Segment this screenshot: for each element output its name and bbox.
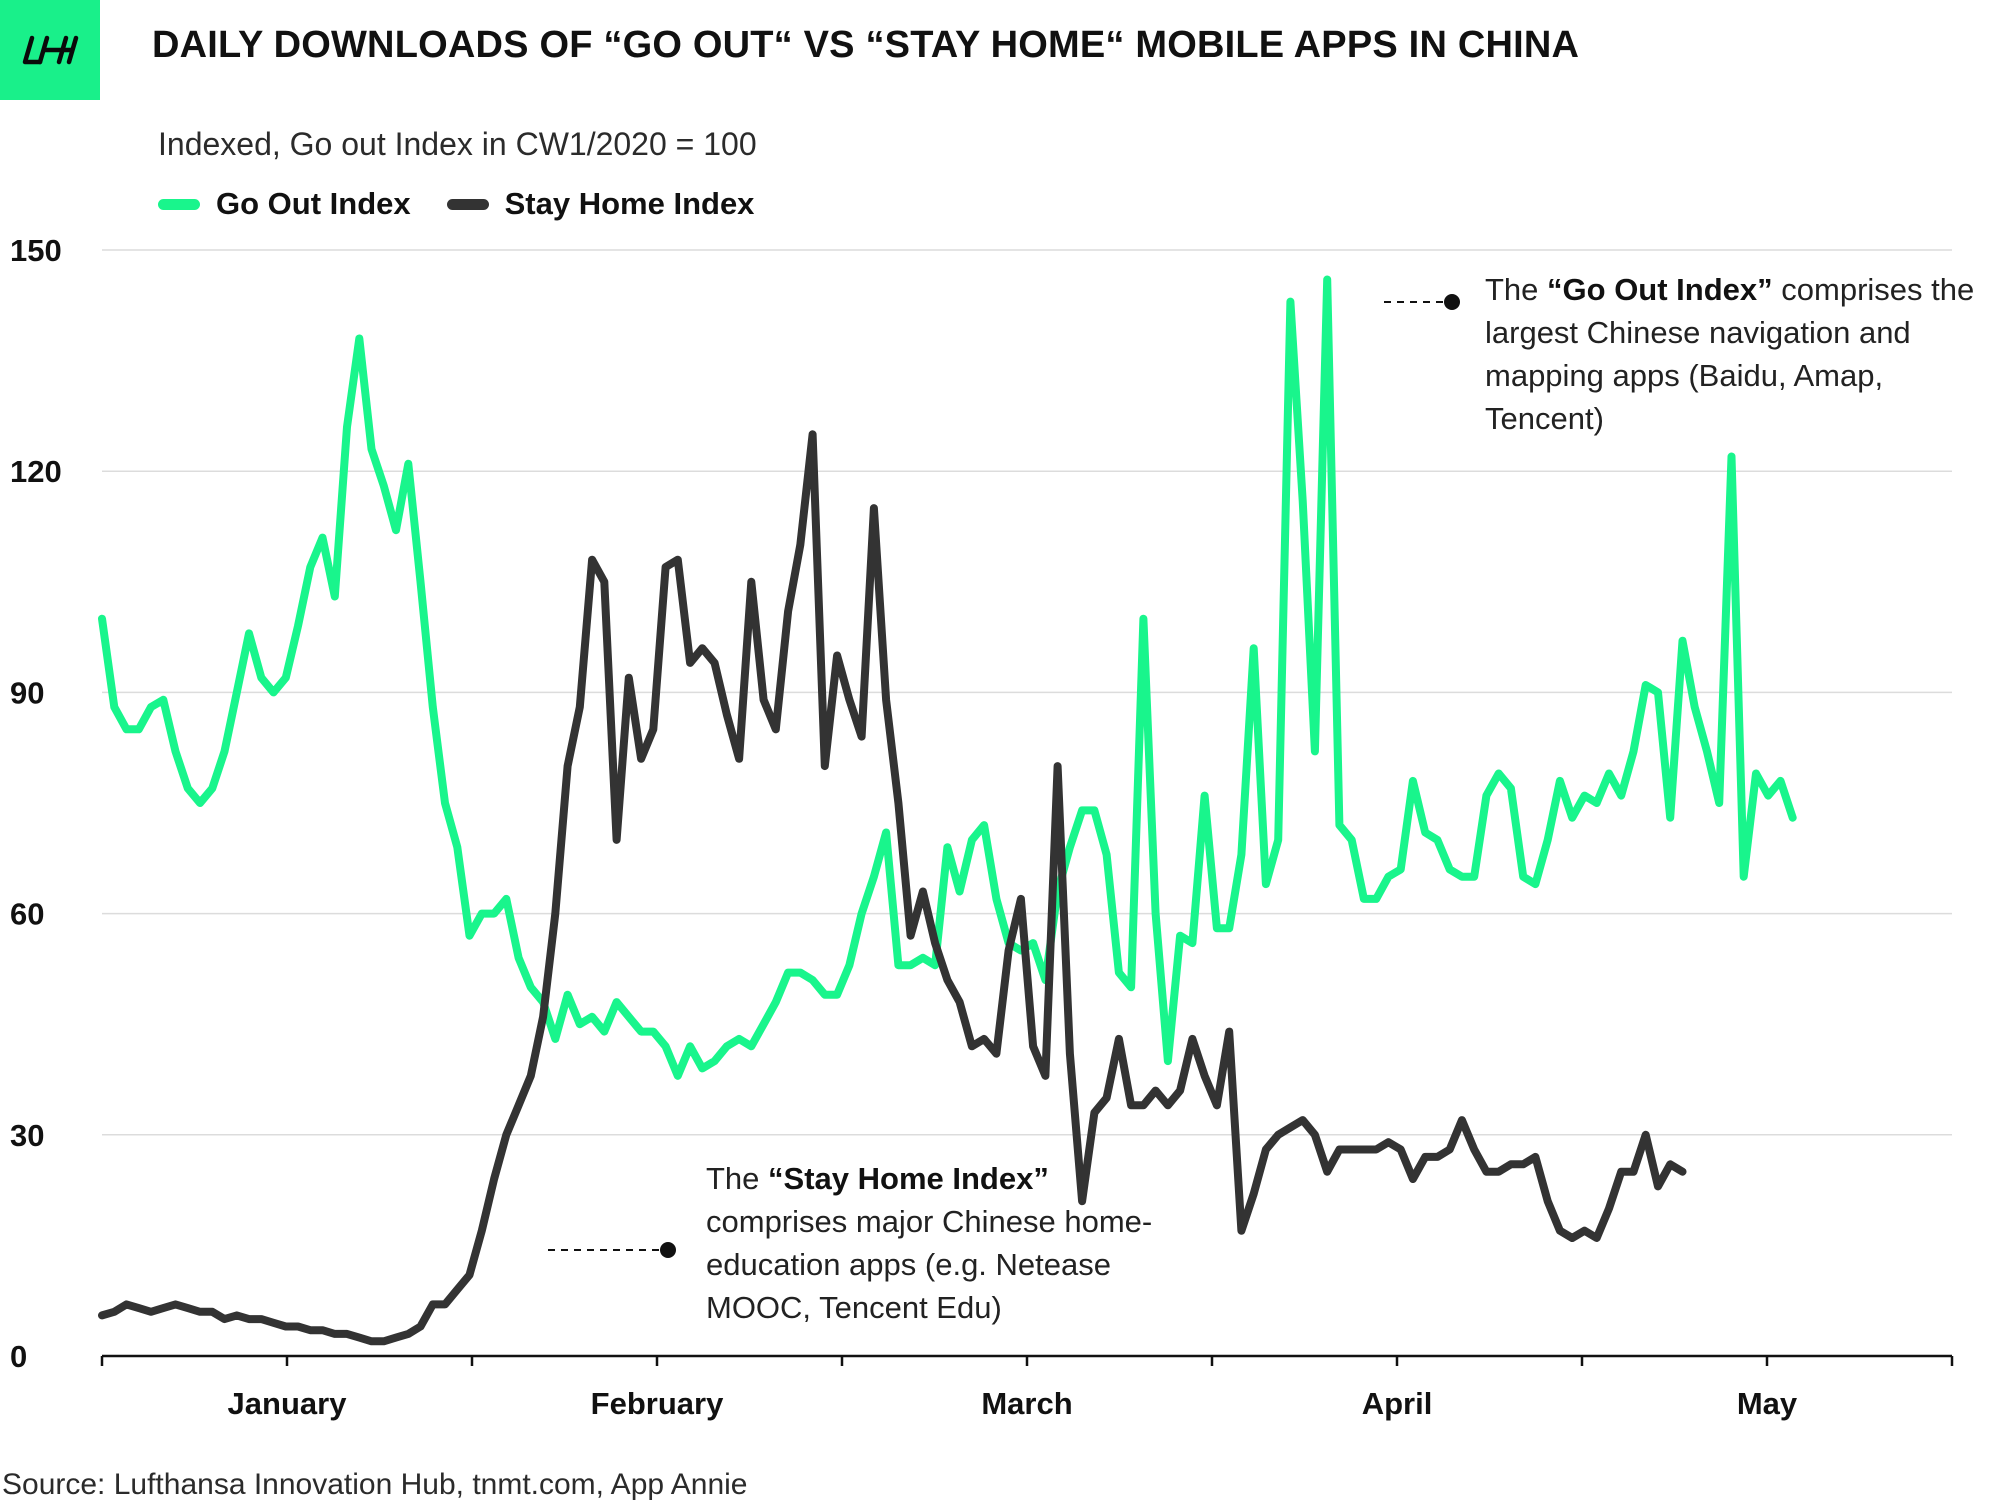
legend-swatch-go-out bbox=[158, 198, 200, 210]
y-tick-label-150: 150 bbox=[10, 233, 62, 268]
series-line-go-out-index bbox=[98, 275, 1797, 1080]
legend-item-go-out: Go Out Index bbox=[158, 186, 411, 222]
legend-label-go-out: Go Out Index bbox=[216, 186, 411, 221]
lufthansa-innovation-hub-logo bbox=[0, 0, 100, 100]
x-tick-label-april: April bbox=[1362, 1386, 1433, 1421]
y-tick-label-90: 90 bbox=[10, 675, 44, 710]
stay-home-annotation-text: comprises major Chinese home-education a… bbox=[706, 1204, 1153, 1325]
logo-icon bbox=[22, 35, 79, 65]
y-tick-label-0: 0 bbox=[10, 1339, 27, 1374]
annotation-callouts bbox=[548, 294, 1460, 1258]
x-axis bbox=[100, 1354, 1954, 1366]
go-out-annotation-text: comprises the largest Chinese navigation… bbox=[1485, 272, 1975, 436]
chart-title: DAILY DOWNLOADS OF “GO OUT“ VS “STAY HOM… bbox=[152, 24, 1580, 66]
x-tick-label-february: February bbox=[591, 1386, 724, 1421]
legend-swatch-stay-home bbox=[446, 198, 489, 210]
go-out-annotation-prefix: The bbox=[1485, 272, 1548, 307]
x-tick-label-march: March bbox=[981, 1386, 1072, 1421]
series-line-stay-home-index bbox=[98, 430, 1687, 1346]
go-out-callout-dot bbox=[1444, 294, 1460, 310]
x-axis-tick-labels: January February March April May bbox=[228, 1386, 1798, 1421]
x-tick-label-january: January bbox=[228, 1386, 348, 1421]
legend: Go Out Index Stay Home Index bbox=[158, 186, 790, 222]
stay-home-annotation-prefix: The bbox=[706, 1161, 769, 1196]
go-out-annotation: The “Go Out Index” comprises the largest… bbox=[1485, 268, 1985, 440]
stay-home-annotation-bold: “Stay Home Index” bbox=[768, 1161, 1049, 1196]
y-tick-label-120: 120 bbox=[10, 454, 62, 489]
source-note: Source: Lufthansa Innovation Hub, tnmt.c… bbox=[2, 1468, 748, 1501]
stay-home-annotation: The “Stay Home Index” comprises major Ch… bbox=[706, 1157, 1176, 1329]
legend-item-stay-home: Stay Home Index bbox=[446, 186, 755, 222]
y-axis-tick-labels: 0 30 60 90 120 150 bbox=[10, 233, 62, 1374]
legend-label-stay-home: Stay Home Index bbox=[504, 186, 755, 221]
y-tick-label-60: 60 bbox=[10, 897, 44, 932]
stay-home-callout-dot bbox=[660, 1242, 676, 1258]
go-out-annotation-bold: “Go Out Index” bbox=[1547, 272, 1773, 307]
y-tick-label-30: 30 bbox=[10, 1118, 44, 1153]
x-tick-label-may: May bbox=[1737, 1386, 1798, 1421]
series-lines bbox=[98, 275, 1797, 1346]
chart-subtitle: Indexed, Go out Index in CW1/2020 = 100 bbox=[158, 126, 757, 162]
